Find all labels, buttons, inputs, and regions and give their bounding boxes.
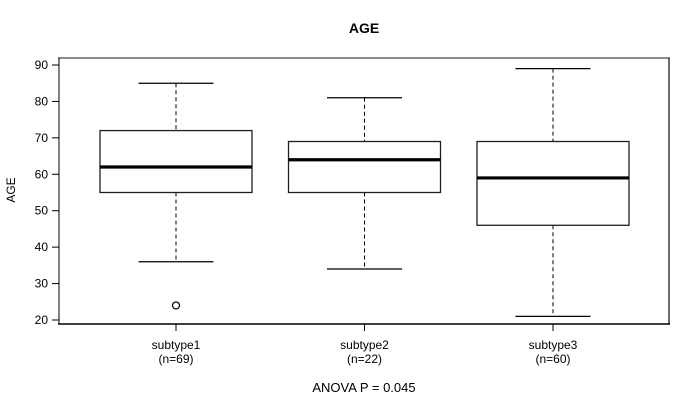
y-tick-label: 80 [35,94,49,108]
chart-title: AGE [349,20,379,36]
y-axis-title: AGE [4,177,18,202]
category-sublabel: (n=69) [158,352,193,366]
y-tick-label: 60 [35,167,49,181]
category-sublabel: (n=22) [347,352,382,366]
category-label: subtype2 [340,338,389,352]
category-label: subtype3 [529,338,578,352]
y-tick-label: 40 [35,240,49,254]
y-tick-label: 20 [35,313,49,327]
iqr-box [287,140,442,194]
y-tick-label: 90 [35,58,49,72]
plot-area: 9080706050403020subtype1(n=69)subtype2(n… [35,57,670,366]
iqr-box [99,129,253,194]
y-tick-label: 50 [35,204,49,218]
y-tick-label: 70 [35,131,49,145]
y-tick-label: 30 [35,277,49,291]
iqr-box [476,140,630,226]
anova-p-label: ANOVA P = 0.045 [312,380,415,395]
category-sublabel: (n=60) [535,352,570,366]
category-label: subtype1 [152,338,201,352]
outlier-point [171,301,181,310]
